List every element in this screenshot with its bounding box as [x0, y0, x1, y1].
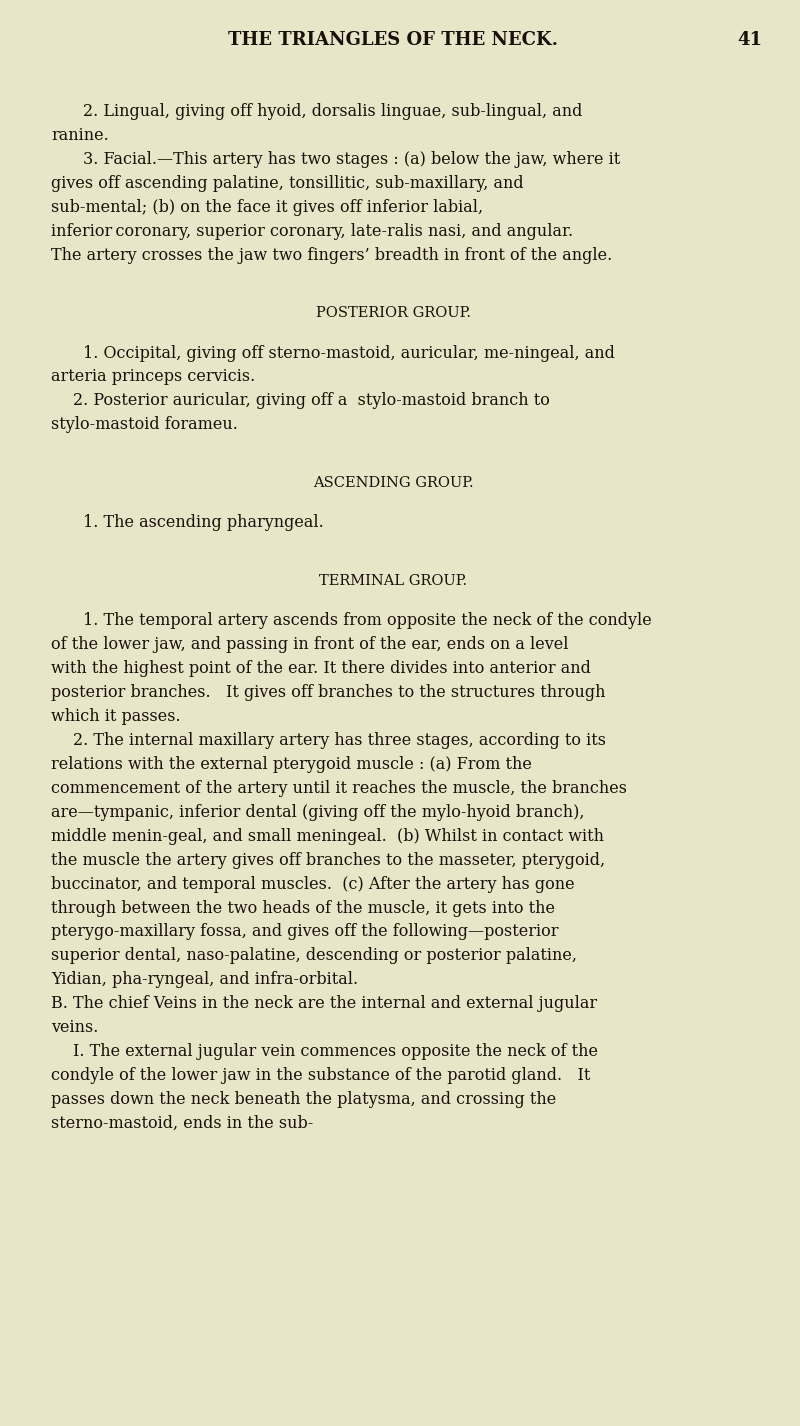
Text: ASCENDING GROUP.: ASCENDING GROUP.: [313, 476, 474, 491]
Text: are—tympanic, inferior dental (giving off the mylo-hyoid branch),: are—tympanic, inferior dental (giving of…: [51, 804, 585, 821]
Text: 3. Facial.—This artery has two stages : (a) below the jaw, where it: 3. Facial.—This artery has two stages : …: [82, 151, 620, 168]
Text: 1. The temporal artery ascends from opposite the neck of the condyle: 1. The temporal artery ascends from oppo…: [82, 612, 651, 629]
Text: THE TRIANGLES OF THE NECK.: THE TRIANGLES OF THE NECK.: [228, 31, 558, 50]
Text: 2. Lingual, giving off hyoid, dorsalis linguae, sub-lingual, and: 2. Lingual, giving off hyoid, dorsalis l…: [82, 103, 582, 120]
Text: through between the two heads of the muscle, it gets into the: through between the two heads of the mus…: [51, 900, 555, 917]
Text: 2. Posterior auricular, giving off a  stylo-mastoid branch to: 2. Posterior auricular, giving off a sty…: [73, 392, 550, 409]
Text: the muscle the artery gives off branches to the masseter, pterygoid,: the muscle the artery gives off branches…: [51, 851, 606, 868]
Text: superior dental, naso-palatine, descending or posterior palatine,: superior dental, naso-palatine, descendi…: [51, 947, 577, 964]
Text: which it passes.: which it passes.: [51, 707, 181, 724]
Text: arteria princeps cervicis.: arteria princeps cervicis.: [51, 368, 255, 385]
Text: passes down the neck beneath the platysma, and crossing the: passes down the neck beneath the platysm…: [51, 1091, 556, 1108]
Text: stylo-mastoid forameu.: stylo-mastoid forameu.: [51, 416, 238, 434]
Text: posterior branches.   It gives off branches to the structures through: posterior branches. It gives off branche…: [51, 684, 606, 702]
Text: 41: 41: [738, 31, 762, 50]
Text: gives off ascending palatine, tonsillitic, sub-maxillary, and: gives off ascending palatine, tonsilliti…: [51, 175, 524, 193]
Text: POSTERIOR GROUP.: POSTERIOR GROUP.: [315, 307, 470, 321]
Text: ranine.: ranine.: [51, 127, 109, 144]
Text: pterygo-maxillary fossa, and gives off the following—posterior: pterygo-maxillary fossa, and gives off t…: [51, 924, 558, 941]
Text: sterno-mastoid, ends in the sub-: sterno-mastoid, ends in the sub-: [51, 1115, 314, 1132]
Text: sub-mental; (b) on the face it gives off inferior labial,: sub-mental; (b) on the face it gives off…: [51, 198, 483, 215]
Text: B. The chief Veins in the neck are the internal and external jugular: B. The chief Veins in the neck are the i…: [51, 995, 598, 1012]
Text: middle menin-geal, and small meningeal.  (b) Whilst in contact with: middle menin-geal, and small meningeal. …: [51, 827, 604, 844]
Text: 1. Occipital, giving off sterno-mastoid, auricular, me-ningeal, and: 1. Occipital, giving off sterno-mastoid,…: [82, 345, 614, 362]
Text: veins.: veins.: [51, 1020, 98, 1037]
Text: The artery crosses the jaw two fingers’ breadth in front of the angle.: The artery crosses the jaw two fingers’ …: [51, 247, 612, 264]
Text: with the highest point of the ear. It there divides into anterior and: with the highest point of the ear. It th…: [51, 660, 591, 677]
Text: 2. The internal maxillary artery has three stages, according to its: 2. The internal maxillary artery has thr…: [73, 732, 606, 749]
Text: buccinator, and temporal muscles.  (c) After the artery has gone: buccinator, and temporal muscles. (c) Af…: [51, 876, 574, 893]
Text: TERMINAL GROUP.: TERMINAL GROUP.: [319, 573, 467, 588]
Text: 1. The ascending pharyngeal.: 1. The ascending pharyngeal.: [82, 515, 323, 532]
Text: of the lower jaw, and passing in front of the ear, ends on a level: of the lower jaw, and passing in front o…: [51, 636, 569, 653]
Text: condyle of the lower jaw in the substance of the parotid gland.   It: condyle of the lower jaw in the substanc…: [51, 1067, 590, 1084]
Text: Yidian, pha-ryngeal, and infra-orbital.: Yidian, pha-ryngeal, and infra-orbital.: [51, 971, 358, 988]
Text: inferior coronary, superior coronary, late-ralis nasi, and angular.: inferior coronary, superior coronary, la…: [51, 222, 583, 240]
Text: commencement of the artery until it reaches the muscle, the branches: commencement of the artery until it reac…: [51, 780, 627, 797]
Text: I. The external jugular vein commences opposite the neck of the: I. The external jugular vein commences o…: [73, 1044, 598, 1061]
Text: relations with the external pterygoid muscle : (a) From the: relations with the external pterygoid mu…: [51, 756, 532, 773]
